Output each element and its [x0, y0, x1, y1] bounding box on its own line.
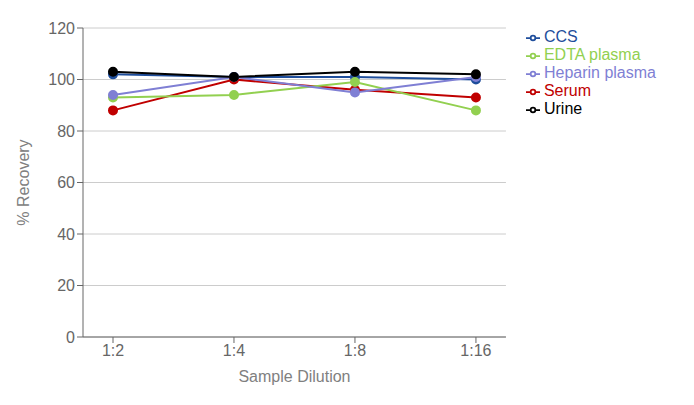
svg-text:100: 100 — [48, 71, 75, 88]
svg-text:0: 0 — [66, 329, 75, 346]
svg-text:40: 40 — [57, 226, 75, 243]
svg-text:120: 120 — [48, 20, 75, 37]
html-text:CCS: CCS — [543, 28, 578, 45]
svg-text:60: 60 — [57, 174, 75, 191]
svg-text:80: 80 — [57, 123, 75, 140]
html-text:EDTA plasma: EDTA plasma — [543, 46, 641, 63]
svg-text:20: 20 — [57, 277, 75, 294]
svg-text:Sample Dilution: Sample Dilution — [238, 368, 350, 385]
html-text:Urine: Urine — [543, 100, 583, 117]
svg-text:% Recovery: % Recovery — [15, 139, 32, 225]
svg-text:1:2: 1:2 — [102, 342, 124, 359]
html-text:Heparin plasma: Heparin plasma — [543, 64, 656, 81]
svg-text:1:16: 1:16 — [460, 342, 491, 359]
html-text:Serum: Serum — [543, 82, 592, 99]
svg-text:1:8: 1:8 — [344, 342, 366, 359]
svg-text:1:4: 1:4 — [223, 342, 245, 359]
